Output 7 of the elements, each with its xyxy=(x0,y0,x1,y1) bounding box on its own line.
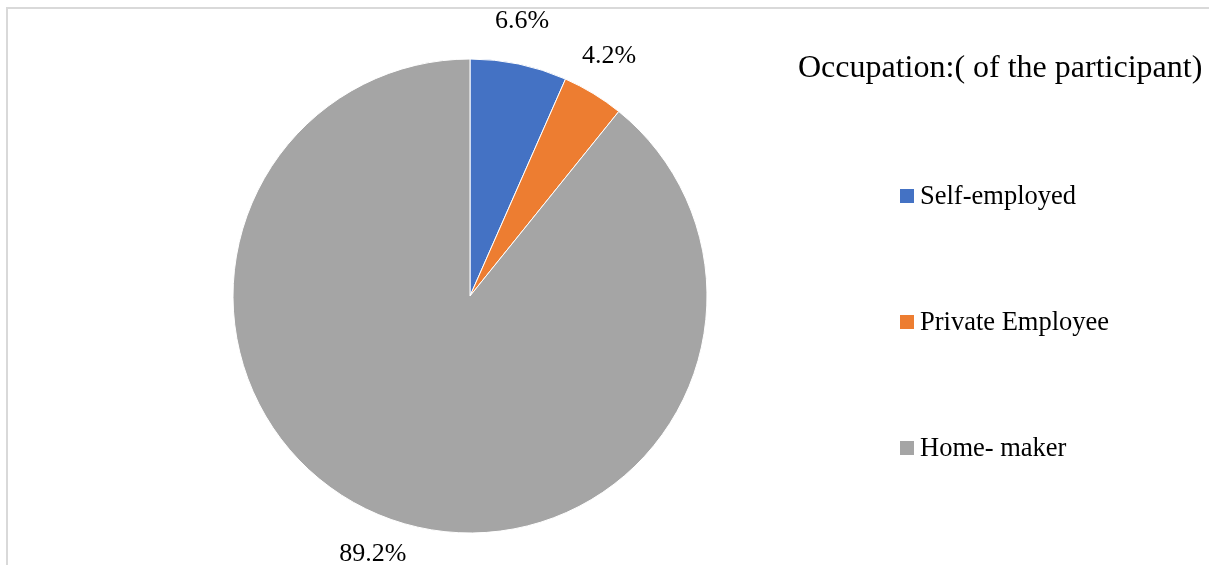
legend-label: Self-employed xyxy=(920,180,1077,211)
legend-label: Private Employee xyxy=(920,306,1110,337)
data-label: 89.2% xyxy=(339,537,407,565)
data-label: 4.2% xyxy=(581,39,637,69)
data-label: 6.6% xyxy=(494,5,550,35)
text: Occupation:( of the participant) xyxy=(798,48,1203,85)
legend-label: Home- maker xyxy=(920,432,1067,463)
